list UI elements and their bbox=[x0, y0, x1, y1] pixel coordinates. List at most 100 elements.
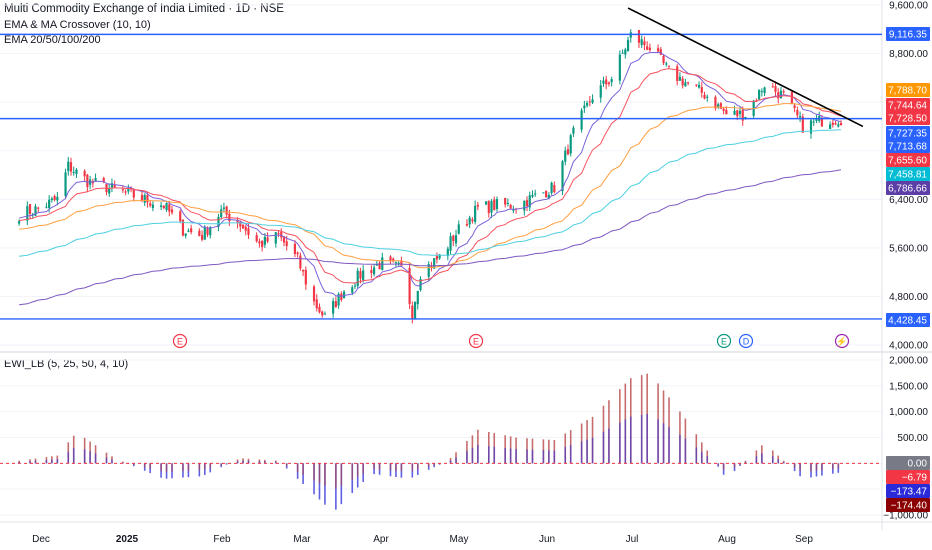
candle-body bbox=[626, 39, 630, 52]
candle-body bbox=[553, 185, 556, 193]
candle-body bbox=[646, 46, 649, 50]
candle-body bbox=[755, 100, 758, 102]
candle-body bbox=[198, 230, 201, 236]
candle-body bbox=[397, 262, 400, 264]
osc-axis-label: 1,500.00 bbox=[889, 381, 928, 392]
candle-body bbox=[184, 233, 187, 236]
candle-body bbox=[353, 285, 357, 287]
event-marker-icon[interactable] bbox=[738, 333, 754, 349]
indicator-ewi-lb[interactable]: EWI_LB (5, 25, 50, 4, 10) bbox=[4, 358, 129, 370]
trendline bbox=[627, 7, 864, 128]
candle-body bbox=[315, 299, 318, 309]
osc-tag bbox=[886, 470, 930, 484]
candle-body bbox=[605, 79, 608, 85]
event-marker-icon[interactable] bbox=[834, 333, 850, 349]
time-axis-label: Aug bbox=[718, 534, 736, 545]
candle-body bbox=[351, 287, 354, 293]
osc-axis-label: 500.00 bbox=[897, 433, 928, 444]
candle-body bbox=[427, 264, 430, 277]
candle-body bbox=[621, 52, 624, 54]
candle-body bbox=[561, 161, 564, 192]
candle-body bbox=[140, 195, 144, 201]
candle-body bbox=[618, 54, 621, 81]
candle-body bbox=[640, 39, 643, 45]
candle-body bbox=[465, 223, 469, 226]
candle-body bbox=[334, 301, 337, 308]
candle-body bbox=[45, 206, 48, 208]
candle-body bbox=[534, 193, 537, 195]
event-marker-icon[interactable] bbox=[468, 333, 484, 349]
candle-body bbox=[304, 269, 307, 285]
candle-body bbox=[763, 87, 766, 94]
candle-body bbox=[86, 174, 89, 188]
candle-body bbox=[244, 226, 247, 231]
candle-body bbox=[236, 220, 239, 224]
candle-body bbox=[146, 195, 149, 203]
candle-body bbox=[484, 201, 488, 205]
candle-body bbox=[206, 227, 209, 235]
trendline-resistance bbox=[627, 7, 864, 128]
candle-body bbox=[151, 204, 155, 209]
candle-body bbox=[831, 122, 834, 125]
candle-body bbox=[121, 189, 124, 191]
candle-body bbox=[528, 195, 531, 208]
candle-body bbox=[697, 84, 701, 88]
candle-body bbox=[695, 84, 698, 86]
candle-body bbox=[741, 109, 744, 121]
indicator-ema-ribbon[interactable]: EMA 20/50/100/200 bbox=[4, 34, 101, 46]
candle-body bbox=[564, 150, 567, 162]
price-tag bbox=[886, 139, 930, 153]
candle-body bbox=[493, 199, 496, 210]
candle-body bbox=[280, 232, 283, 238]
candle-body bbox=[468, 217, 471, 225]
horizontal-levels bbox=[0, 33, 882, 320]
candle-body bbox=[452, 235, 455, 241]
osc-tag bbox=[886, 456, 930, 470]
candle-body bbox=[433, 258, 436, 269]
price-axis-label: 5,600.00 bbox=[889, 243, 928, 254]
candle-body bbox=[102, 177, 105, 183]
candle-body bbox=[378, 262, 381, 270]
candle-body bbox=[274, 232, 277, 244]
time-axis-label: Jul bbox=[626, 534, 639, 545]
candle-body bbox=[83, 170, 86, 177]
candle-body bbox=[607, 82, 611, 85]
price-axis-label: 6,400.00 bbox=[889, 195, 928, 206]
indicator-ema-ma-crossover[interactable]: EMA & MA Crossover (10, 10) bbox=[4, 19, 151, 31]
candle-body bbox=[400, 260, 403, 266]
candle-body bbox=[678, 76, 682, 81]
candle-body bbox=[181, 219, 185, 236]
osc-tag bbox=[886, 498, 930, 512]
candle-body bbox=[416, 290, 419, 305]
candles bbox=[18, 29, 843, 324]
candle-body bbox=[706, 96, 709, 98]
candle-body bbox=[599, 85, 602, 98]
candle-body bbox=[48, 199, 51, 209]
candle-body bbox=[793, 105, 796, 108]
osc-axis-label: −1,000.00 bbox=[883, 511, 928, 522]
event-marker-glyph: E bbox=[177, 337, 183, 347]
candle-body bbox=[815, 119, 818, 121]
candle-body bbox=[179, 211, 182, 222]
candle-body bbox=[247, 228, 250, 235]
time-axis-label: Dec bbox=[32, 534, 50, 545]
price-tag-label: 7,744.64 bbox=[888, 101, 927, 112]
candle-body bbox=[277, 232, 280, 234]
event-marker-icon[interactable] bbox=[716, 333, 732, 349]
candle-body bbox=[430, 265, 433, 268]
candle-body bbox=[782, 91, 785, 93]
candle-body bbox=[637, 30, 641, 43]
event-marker-icon[interactable] bbox=[172, 333, 188, 349]
candle-body bbox=[790, 91, 793, 104]
candle-body bbox=[408, 268, 411, 304]
candle-body bbox=[610, 79, 613, 83]
candle-body bbox=[662, 55, 665, 64]
candle-body bbox=[703, 94, 706, 99]
candle-body bbox=[170, 209, 174, 213]
candle-body bbox=[187, 230, 190, 232]
candle-body bbox=[110, 183, 114, 188]
event-marker-glyph: E bbox=[473, 337, 479, 347]
candle-body bbox=[34, 206, 37, 216]
candle-body bbox=[687, 82, 690, 84]
